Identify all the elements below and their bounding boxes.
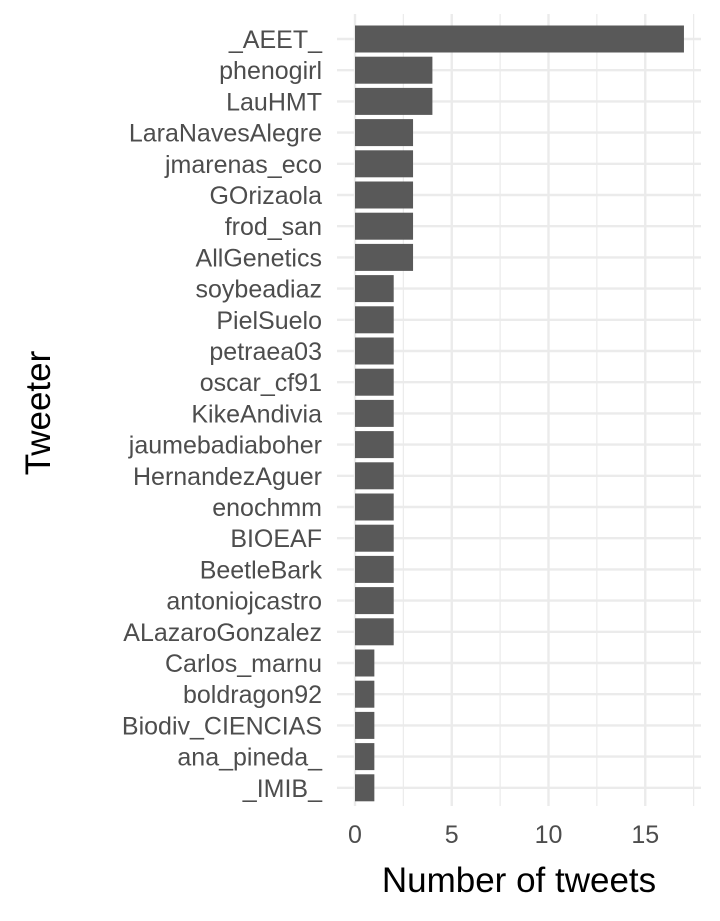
bar-LauHMT xyxy=(355,87,433,115)
y-tick-label: _AEET_ xyxy=(228,26,323,54)
y-tick-label: oscar_cf91 xyxy=(200,369,322,397)
bar-GOrizaola xyxy=(355,181,414,209)
x-tick-labels: 0 5 10 15 xyxy=(348,821,659,849)
bar-soybeadiaz xyxy=(355,275,394,303)
y-tick-label: enochmm xyxy=(212,494,322,522)
bar-enochmm xyxy=(355,493,394,521)
x-axis-title: Number of tweets xyxy=(382,861,656,900)
bar-boldragon92 xyxy=(355,680,375,708)
y-tick-label: KikeAndivia xyxy=(191,400,322,428)
bar-jmarenas_eco xyxy=(355,150,414,178)
bar-phenogirl xyxy=(355,56,433,84)
bar-ana_pineda_ xyxy=(355,743,375,771)
bar-LaraNavesAlegre xyxy=(355,119,414,147)
y-tick-label: HernandezAguer xyxy=(133,463,322,491)
bar-jaumebadiaboher xyxy=(355,431,394,459)
y-tick-label: Carlos_marnu xyxy=(165,650,322,678)
y-tick-label: AllGenetics xyxy=(196,244,322,272)
y-tick-label: GOrizaola xyxy=(209,182,322,210)
bar-HernandezAguer xyxy=(355,462,394,490)
y-tick-labels: _AEET_ phenogirl LauHMT LaraNavesAlegre jmar… xyxy=(122,26,323,803)
y-tick-label: ana_pineda_ xyxy=(177,744,323,772)
bar-_IMIB_ xyxy=(355,774,375,802)
bar-Carlos_marnu xyxy=(355,649,375,677)
y-tick-label: LauHMT xyxy=(226,88,322,116)
x-tick-label: 10 xyxy=(535,821,563,849)
bar-ALazaroGonzalez xyxy=(355,618,394,646)
y-tick-label: ALazaroGonzalez xyxy=(123,619,322,647)
x-tick-label: 0 xyxy=(348,821,362,849)
y-tick-label: boldragon92 xyxy=(183,681,322,709)
y-axis-title: Tweeter xyxy=(19,350,58,475)
y-tick-label: antoniojcastro xyxy=(166,588,322,616)
bar-oscar_cf91 xyxy=(355,368,394,396)
x-tick-label: 5 xyxy=(445,821,459,849)
bar-BIOEAF xyxy=(355,524,394,552)
y-tick-label: BIOEAF xyxy=(230,525,322,553)
y-tick-label: jmarenas_eco xyxy=(164,151,322,179)
y-tick-label: soybeadiaz xyxy=(196,276,322,304)
bar-BeetleBark xyxy=(355,555,394,583)
bar-_AEET_ xyxy=(355,25,684,53)
bar-antoniojcastro xyxy=(355,587,394,615)
bar-PielSuelo xyxy=(355,306,394,334)
bar-petraea03 xyxy=(355,337,394,365)
bars xyxy=(355,25,684,802)
y-tick-label: frod_san xyxy=(225,213,322,241)
y-tick-label: BeetleBark xyxy=(200,556,323,584)
bar-AllGenetics xyxy=(355,243,414,271)
y-tick-label: Biodiv_CIENCIAS xyxy=(122,712,322,740)
y-tick-label: _IMIB_ xyxy=(242,775,323,803)
y-tick-label: petraea03 xyxy=(209,338,322,366)
x-tick-label: 15 xyxy=(631,821,659,849)
y-tick-label: PielSuelo xyxy=(216,307,322,335)
y-tick-label: phenogirl xyxy=(219,57,322,85)
y-tick-label: LaraNavesAlegre xyxy=(129,120,322,148)
bar-frod_san xyxy=(355,212,414,240)
bar-KikeAndivia xyxy=(355,399,394,427)
y-tick-label: jaumebadiaboher xyxy=(128,432,322,460)
bar-Biodiv_CIENCIAS xyxy=(355,711,375,739)
